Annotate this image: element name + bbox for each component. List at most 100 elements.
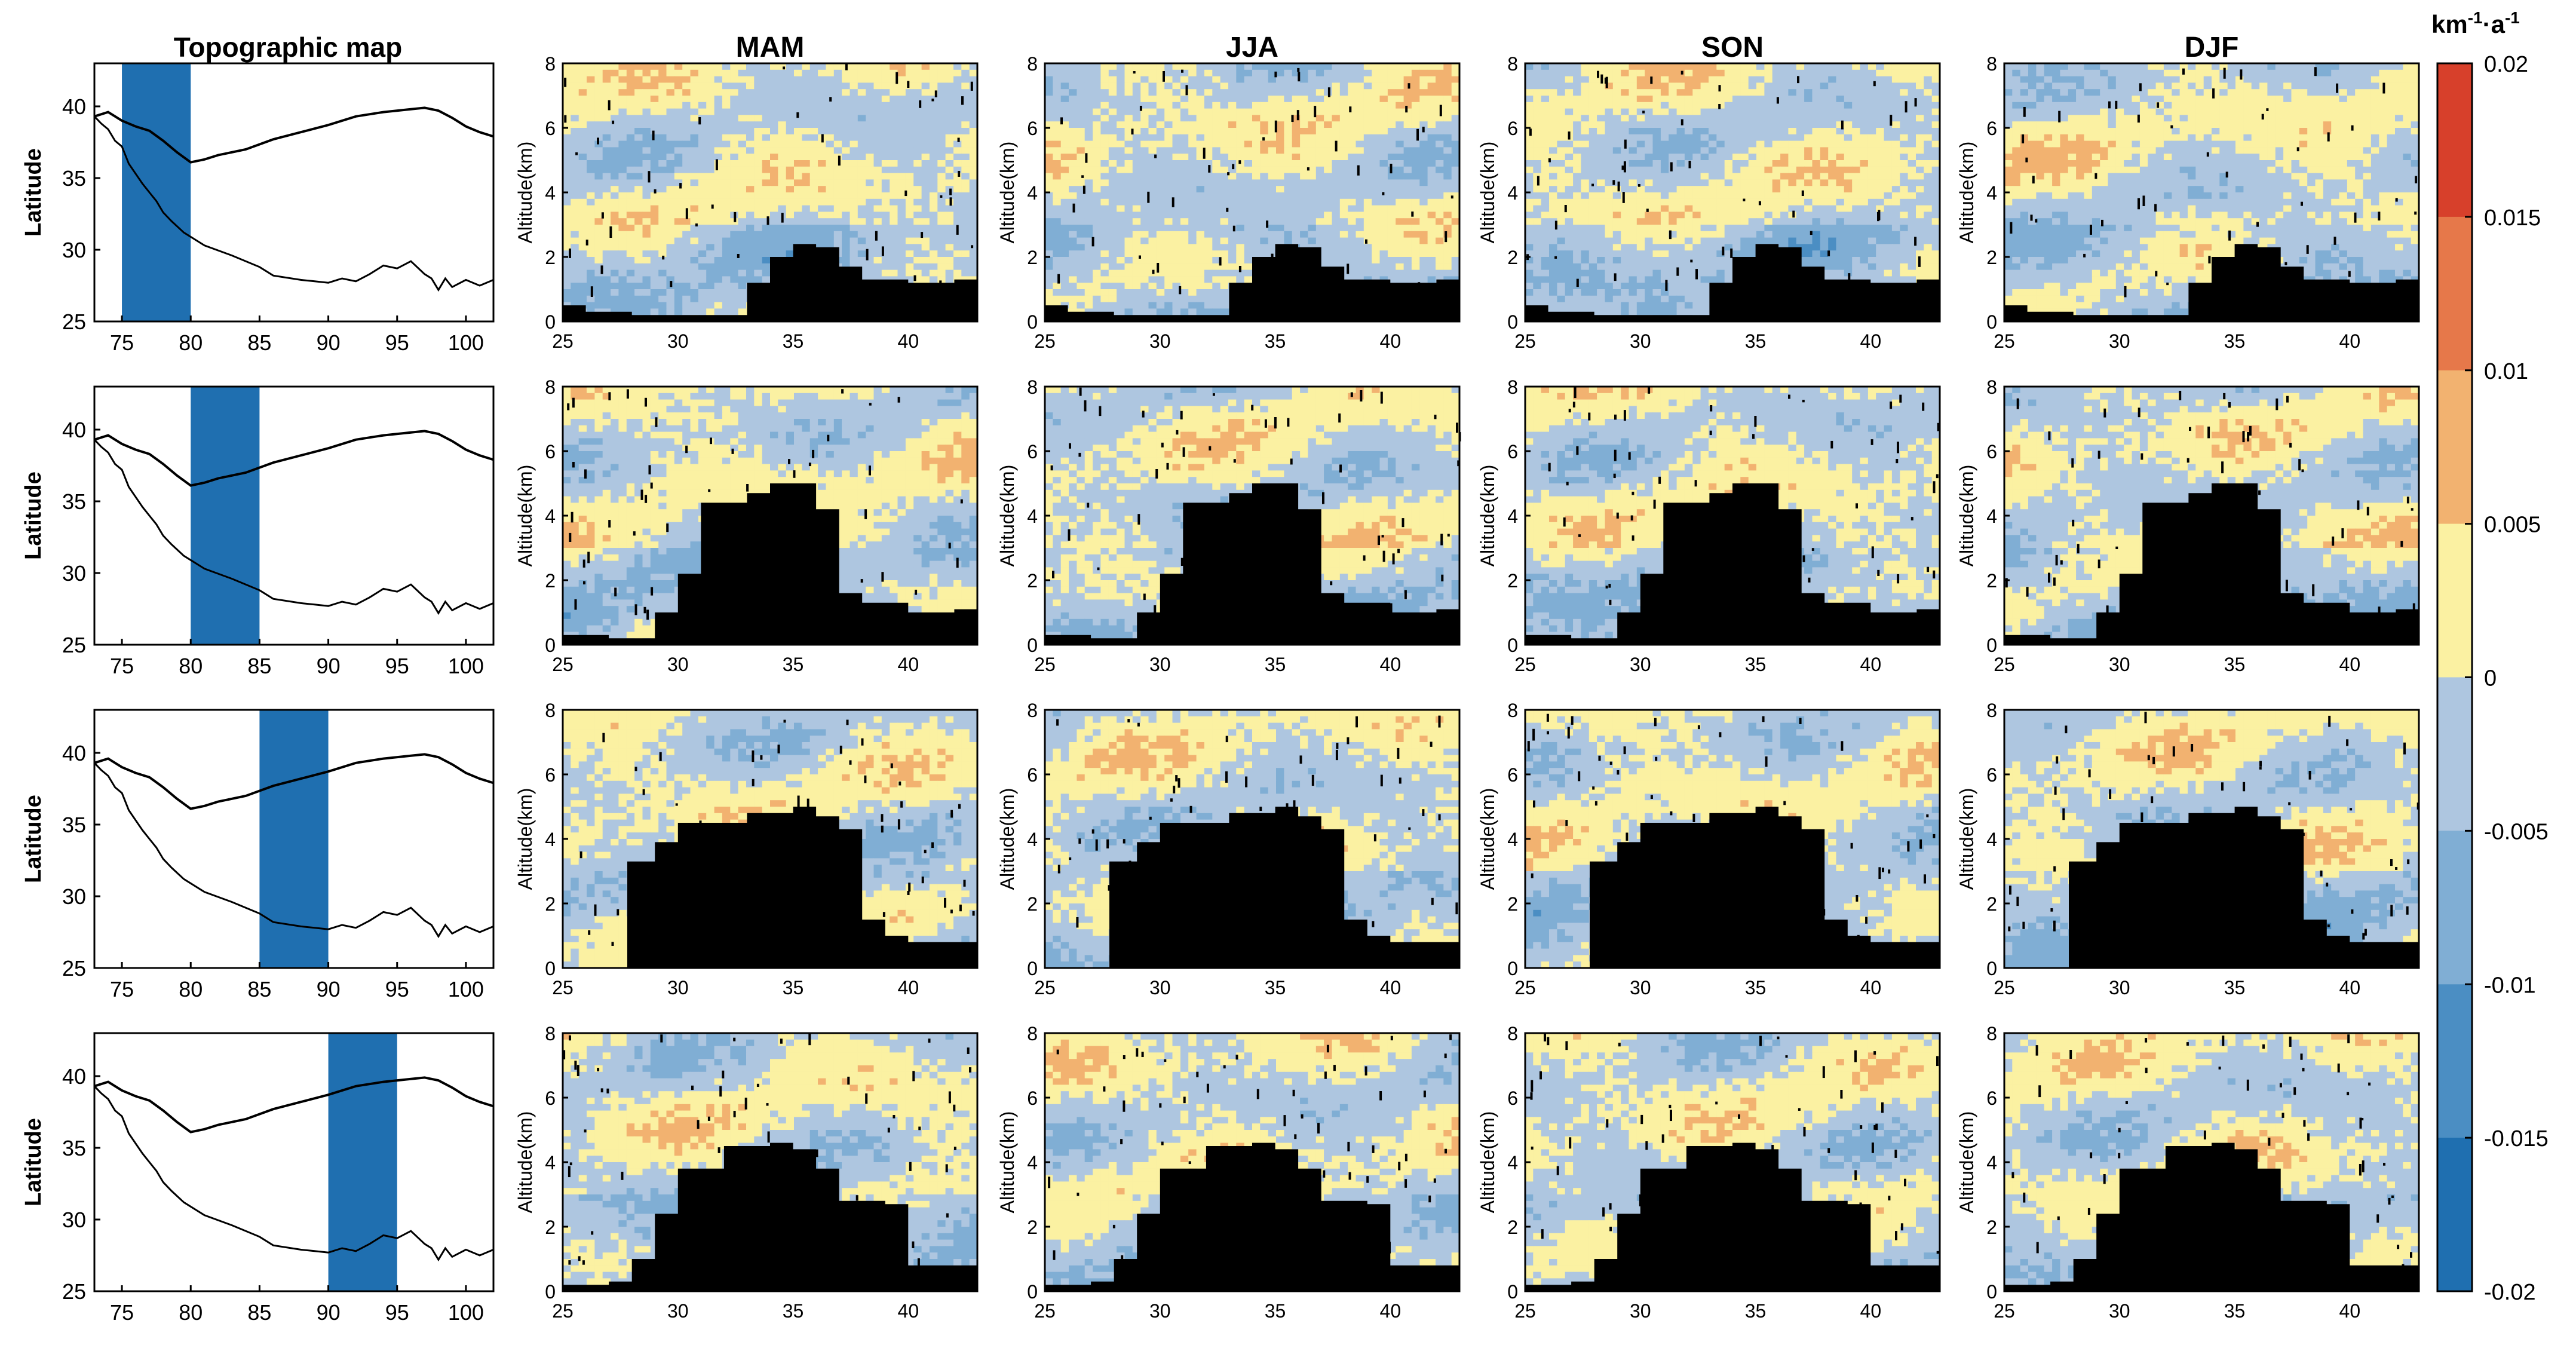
section-ytick-label: 4 bbox=[1986, 1152, 1997, 1174]
map-xtick-label: 80 bbox=[179, 1300, 203, 1325]
section-ytick-label: 0 bbox=[545, 635, 556, 656]
section-ytick-label: 6 bbox=[1507, 118, 1518, 139]
colorbar-segment-3 bbox=[2437, 370, 2472, 524]
section-ytick-label: 4 bbox=[545, 505, 556, 527]
section-xtick-label: 35 bbox=[783, 1300, 804, 1322]
section-ytick-label: 0 bbox=[1986, 311, 1997, 333]
section-xtick-label: 35 bbox=[2224, 654, 2246, 675]
section-ytick-label: 8 bbox=[1986, 700, 1997, 721]
section-ylabel: Altitude(km) bbox=[1477, 1111, 1498, 1214]
section-ytick-label: 8 bbox=[1507, 1023, 1518, 1044]
section-xtick-label: 25 bbox=[1514, 654, 1536, 675]
section-ytick-label: 8 bbox=[1986, 376, 1997, 398]
section-ytick-label: 4 bbox=[545, 1152, 556, 1174]
map-xtick-label: 90 bbox=[317, 977, 341, 1001]
section-ylabel: Altitude(km) bbox=[1956, 788, 1977, 890]
section-xtick-label: 30 bbox=[667, 330, 689, 352]
section-ytick-label: 8 bbox=[1986, 1023, 1997, 1044]
section-ytick-label: 6 bbox=[1507, 441, 1518, 462]
map-xtick-label: 100 bbox=[448, 330, 484, 355]
section-xtick-label: 40 bbox=[898, 1300, 919, 1322]
section-xtick-label: 30 bbox=[1630, 1300, 1651, 1322]
section-xtick-label: 30 bbox=[1149, 654, 1171, 675]
section-ytick-label: 0 bbox=[545, 958, 556, 979]
section-xtick-label: 25 bbox=[1514, 330, 1536, 352]
map-ylabel: Latitude bbox=[21, 795, 46, 883]
section-ytick-label: 6 bbox=[545, 1087, 556, 1109]
section-ylabel: Altitude(km) bbox=[996, 465, 1018, 567]
section-xtick-label: 30 bbox=[1149, 1300, 1171, 1322]
section-xtick-label: 30 bbox=[667, 654, 689, 675]
section-ytick-label: 2 bbox=[1027, 893, 1038, 915]
section-xtick-label: 25 bbox=[1994, 977, 2015, 998]
longitude-band-75-80 bbox=[122, 63, 191, 321]
map-xtick-label: 95 bbox=[385, 330, 409, 355]
section-ytick-label: 0 bbox=[1027, 635, 1038, 656]
map-ylabel: Latitude bbox=[21, 471, 46, 560]
section-xtick-label: 30 bbox=[2109, 654, 2130, 675]
section-xtick-label: 30 bbox=[1630, 977, 1651, 998]
section-ytick-label: 8 bbox=[1986, 53, 1997, 75]
section-xtick-label: 25 bbox=[1034, 654, 1056, 675]
colorbar-tick-label: 0 bbox=[2484, 666, 2497, 691]
map-ytick-label: 25 bbox=[62, 310, 86, 334]
section-ytick-label: 4 bbox=[1986, 505, 1997, 527]
section-xtick-label: 25 bbox=[552, 1300, 574, 1322]
map-ytick-label: 40 bbox=[62, 741, 86, 765]
map-ytick-label: 35 bbox=[62, 489, 86, 514]
colorbar-unit: km-1·a-1 bbox=[2431, 8, 2520, 38]
section-ytick-label: 6 bbox=[1986, 441, 1997, 462]
map-xtick-label: 80 bbox=[179, 330, 203, 355]
section-xtick-label: 25 bbox=[552, 977, 574, 998]
colorbar: 0.020.0150.010.0050-0.005-0.01-0.015-0.0… bbox=[2437, 52, 2549, 1305]
colorbar-segment-5 bbox=[2437, 678, 2472, 831]
section-xtick-label: 40 bbox=[1860, 330, 1882, 352]
section-ytick-label: 0 bbox=[1986, 635, 1997, 656]
map-ytick-label: 40 bbox=[62, 94, 86, 119]
map-xtick-label: 85 bbox=[247, 330, 271, 355]
section-ytick-label: 8 bbox=[545, 700, 556, 721]
section-xtick-label: 35 bbox=[783, 977, 804, 998]
map-ytick-label: 35 bbox=[62, 1136, 86, 1160]
map-xtick-label: 80 bbox=[179, 654, 203, 678]
colorbar-tick-label: -0.015 bbox=[2484, 1126, 2549, 1151]
section-ytick-label: 0 bbox=[1027, 958, 1038, 979]
section-ytick-label: 8 bbox=[545, 376, 556, 398]
longitude-band-85-90 bbox=[259, 710, 328, 968]
map-ytick-label: 35 bbox=[62, 813, 86, 837]
section-ytick-label: 0 bbox=[1507, 311, 1518, 333]
section-ytick-label: 2 bbox=[545, 893, 556, 915]
section-ytick-label: 8 bbox=[1507, 700, 1518, 721]
section-ytick-label: 2 bbox=[545, 570, 556, 592]
section-ytick-label: 6 bbox=[1027, 118, 1038, 139]
section-xtick-label: 35 bbox=[1265, 977, 1286, 998]
section-xtick-label: 35 bbox=[783, 330, 804, 352]
section-xtick-label: 35 bbox=[2224, 1300, 2246, 1322]
section-xtick-label: 40 bbox=[2339, 1300, 2361, 1322]
section-xtick-label: 25 bbox=[1994, 330, 2015, 352]
section-ylabel: Altitude(km) bbox=[1956, 1111, 1977, 1214]
map-ytick-label: 35 bbox=[62, 166, 86, 191]
section-ytick-label: 0 bbox=[1507, 958, 1518, 979]
section-xtick-label: 30 bbox=[2109, 1300, 2130, 1322]
map-ytick-label: 25 bbox=[62, 633, 86, 657]
map-xtick-label: 90 bbox=[317, 1300, 341, 1325]
section-xtick-label: 40 bbox=[1860, 977, 1882, 998]
section-ytick-label: 4 bbox=[1986, 829, 1997, 850]
map-xtick-label: 85 bbox=[247, 654, 271, 678]
section-ytick-label: 2 bbox=[1507, 247, 1518, 268]
season-title-jja: JJA bbox=[1226, 32, 1278, 63]
map-ylabel: Latitude bbox=[21, 148, 46, 237]
section-xtick-label: 25 bbox=[1034, 1300, 1056, 1322]
section-xtick-label: 40 bbox=[898, 977, 919, 998]
section-xtick-label: 30 bbox=[667, 1300, 689, 1322]
section-ytick-label: 0 bbox=[1986, 958, 1997, 979]
map-ytick-label: 30 bbox=[62, 561, 86, 586]
colorbar-segment-7 bbox=[2437, 984, 2472, 1138]
